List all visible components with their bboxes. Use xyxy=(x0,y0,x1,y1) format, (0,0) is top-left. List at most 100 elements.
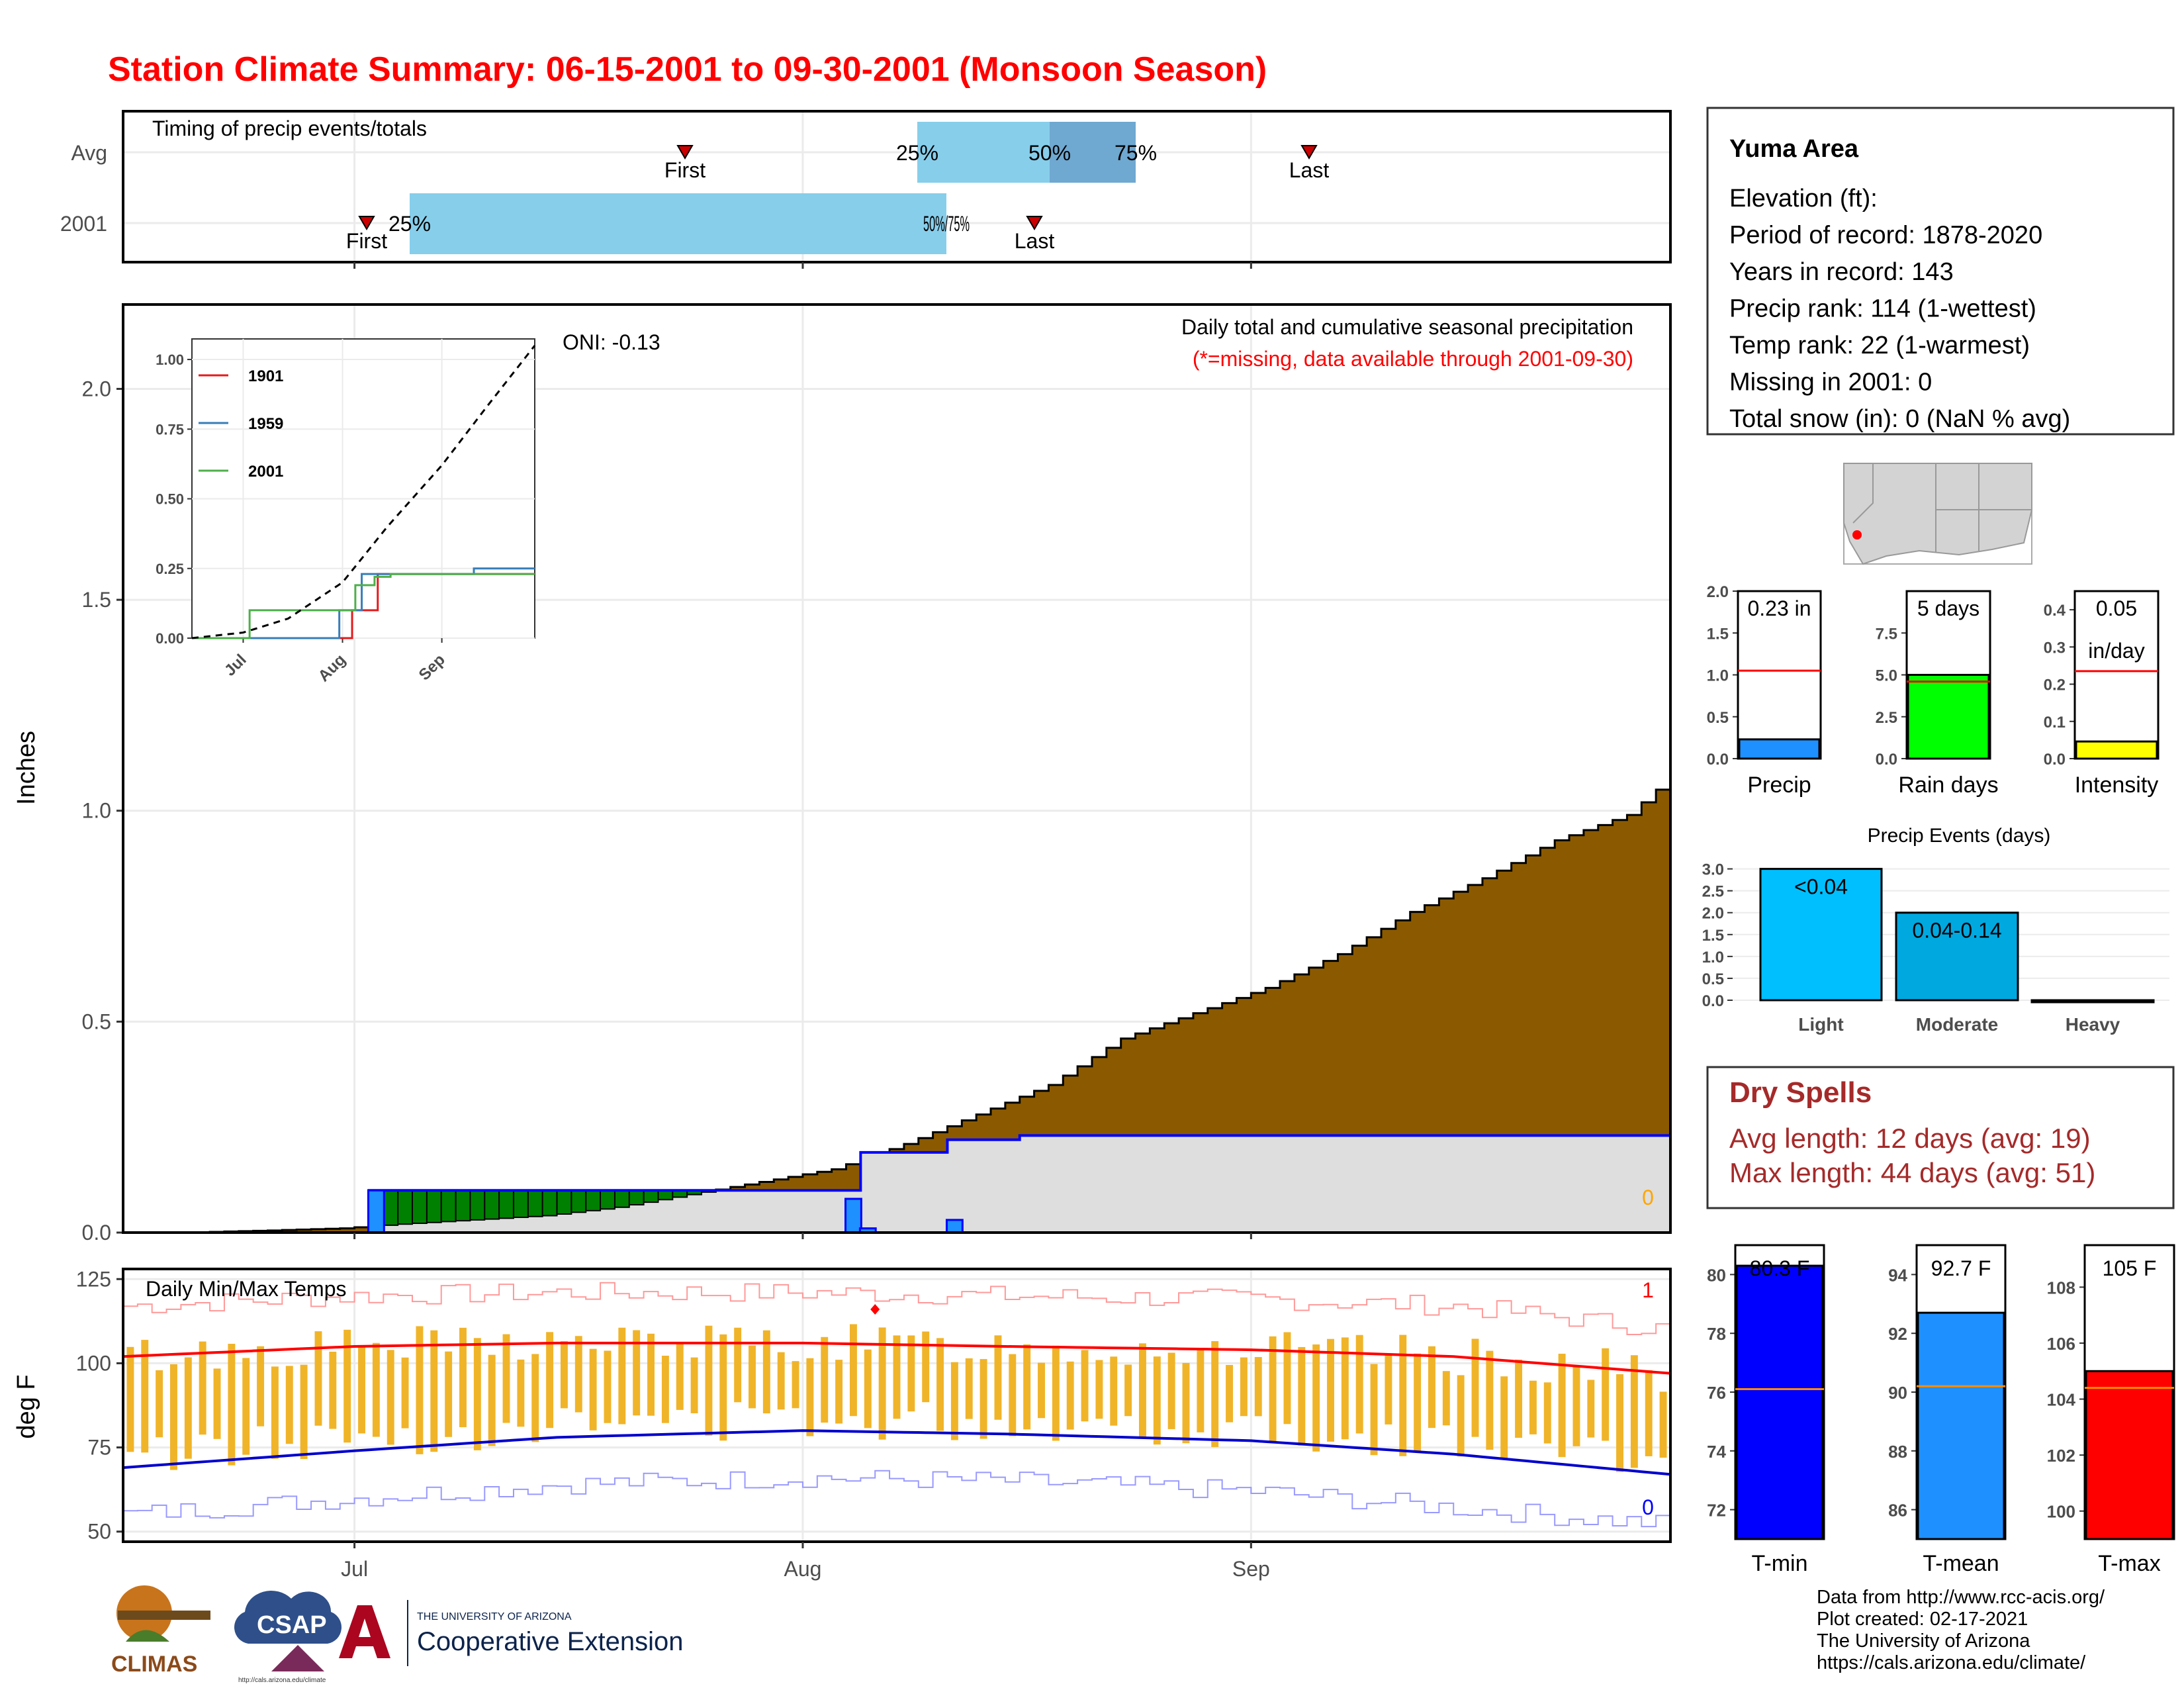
daily-temp-bar xyxy=(922,1331,930,1403)
inset-series-2001 xyxy=(192,573,535,639)
timing-year-last-marker xyxy=(1026,216,1043,230)
events-bar-light xyxy=(1759,868,1883,1002)
record-low-count: 0 xyxy=(1642,1495,1654,1519)
daily-temp-bar xyxy=(1327,1338,1334,1442)
station-box: Yuma Area Elevation (ft): Period of record… xyxy=(1706,107,2175,436)
summary-value-bar xyxy=(1738,738,1821,760)
timing-avg-50-75-bar xyxy=(1050,122,1136,183)
daily-temp-bar xyxy=(1023,1344,1031,1430)
summary-value-bar xyxy=(2075,740,2158,760)
daily-temp-bar xyxy=(1211,1341,1219,1447)
daily-temp-bar xyxy=(1153,1356,1161,1445)
ua-logo: THE UNIVERSITY OF ARIZONA Cooperative Ex… xyxy=(339,1600,683,1666)
timing-avg-p25-label: 25% xyxy=(896,141,938,165)
inset-legend-label: 1901 xyxy=(248,367,283,385)
month-tick-label: Sep xyxy=(1232,1557,1270,1581)
daily-precip-bar xyxy=(844,1197,862,1234)
daily-temp-bar xyxy=(1138,1343,1146,1438)
daily-temp-bar xyxy=(1038,1362,1045,1419)
temp-summary-value-bar xyxy=(2085,1370,2174,1540)
summary-y-tick-label: 0.5 xyxy=(1707,709,1729,727)
inset-y-tick-label: 1.00 xyxy=(156,352,184,368)
record-high-count: 1 xyxy=(1642,1278,1654,1302)
summary-y-tick-label: 0.0 xyxy=(1876,751,1897,769)
daily-temp-bar xyxy=(979,1359,987,1439)
temp-summary-y-tick-label: 92 xyxy=(1888,1324,1907,1344)
daily-temp-bar xyxy=(661,1355,669,1423)
daily-temp-bar xyxy=(1095,1360,1103,1419)
summary-label: Rain days xyxy=(1898,773,1998,798)
daily-temp-bar xyxy=(546,1332,554,1429)
daily-temp-bar xyxy=(473,1338,481,1450)
temp-summary-value-label: 80.3 F xyxy=(1750,1256,1810,1280)
record-high-line xyxy=(123,1282,1670,1335)
daily-temp-bar xyxy=(141,1340,149,1453)
daily-temp-bar xyxy=(965,1358,973,1419)
daily-temp-bar xyxy=(1414,1353,1422,1451)
credits: Data from http://www.rcc-acis.org/Plot c… xyxy=(1817,1587,2105,1673)
events-bin-label: <0.04 xyxy=(1794,875,1848,899)
summary-value-label: 0.23 in xyxy=(1747,596,1811,620)
daily-temp-bar xyxy=(1197,1348,1205,1432)
events-y-tick-label: 0.0 xyxy=(1702,992,1724,1010)
oni-label: ONI: -0.13 xyxy=(563,330,660,354)
daily-temp-bar xyxy=(1052,1345,1060,1441)
daily-temp-bar xyxy=(734,1327,742,1403)
precip-y-tick-label: 2.0 xyxy=(82,377,111,400)
record-low-line xyxy=(123,1470,1670,1528)
temp-summary-t-max: 100 102 104 106 108 105 F T-max xyxy=(2047,1244,2175,1576)
daily-temp-bar xyxy=(126,1346,134,1452)
daily-temp-bar xyxy=(1385,1355,1392,1425)
record-high-marker xyxy=(870,1304,880,1315)
daily-temp-bar xyxy=(257,1346,265,1427)
climas-logo-text: CLIMAS xyxy=(111,1652,197,1677)
timing-panel: Timing of precip events/totals Avg 2001 Fir… xyxy=(60,110,1672,269)
precip-y-tick-label: 1.5 xyxy=(82,588,111,612)
daily-temp-bar xyxy=(994,1335,1002,1420)
logos: CLIMAS CSAP http://cals.arizona.edu/clim… xyxy=(111,1585,683,1684)
dry-spells-max: Max length: 44 days (avg: 51) xyxy=(1729,1157,2095,1188)
temp-summary-y-tick-label: 88 xyxy=(1888,1442,1907,1462)
credit-line: https://cals.arizona.edu/climate/ xyxy=(1817,1652,2086,1673)
credit-line: Plot created: 02-17-2021 xyxy=(1817,1609,2028,1630)
inset-legend-label: 2001 xyxy=(248,463,283,481)
summary-label: Precip xyxy=(1747,773,1811,798)
precip-panel-frame xyxy=(122,303,1672,1234)
avg-min-temp-line xyxy=(122,1429,1671,1476)
daily-temp-bar xyxy=(343,1329,351,1443)
station-location-marker xyxy=(1852,530,1862,539)
daily-temp-bar xyxy=(1428,1346,1435,1429)
timing-avg-last-label: Last xyxy=(1289,158,1330,182)
daily-temp-bar xyxy=(676,1343,684,1410)
temp-summary-y-tick-label: 90 xyxy=(1888,1383,1907,1403)
timing-avg-p50-label: 50% xyxy=(1028,141,1071,165)
timing-year-p25-label: 25% xyxy=(388,212,431,236)
daily-temp-bar xyxy=(1312,1344,1320,1452)
summary-y-tick-label: 7.5 xyxy=(1876,625,1897,643)
temp-summary-y-tick-label: 78 xyxy=(1707,1324,1726,1344)
daily-temp-bar xyxy=(445,1351,453,1437)
daily-temp-bar xyxy=(574,1336,582,1413)
daily-temp-bar xyxy=(1066,1361,1074,1430)
daily-temp-bar xyxy=(1283,1332,1291,1425)
dry-spells-avg: Avg length: 12 days (avg: 19) xyxy=(1729,1123,2091,1154)
timing-avg-p75-label: 75% xyxy=(1115,141,1157,165)
daily-temp-bar xyxy=(1355,1335,1363,1434)
temp-summary-value-bar xyxy=(1917,1311,2005,1540)
temp-summary-value-label: 105 F xyxy=(2103,1256,2157,1280)
events-bar-heavy xyxy=(2030,999,2155,1004)
summary-y-tick-label: 5.0 xyxy=(1876,667,1897,685)
location-map xyxy=(1843,463,2032,565)
inset-y-tick-label: 0.25 xyxy=(156,561,184,577)
temps-y-tick-label: 75 xyxy=(87,1436,111,1460)
events-y-tick-label: 2.0 xyxy=(1702,905,1724,923)
daily-temp-bar xyxy=(893,1335,901,1419)
temp-summary-label: T-min xyxy=(1752,1551,1808,1576)
precip-y-axis-label: Inches xyxy=(13,731,40,805)
events-bar-moderate xyxy=(1895,912,2019,1002)
daily-temp-bar xyxy=(864,1349,872,1429)
daily-temp-bar xyxy=(1572,1366,1580,1446)
daily-temp-bar xyxy=(1558,1354,1566,1458)
